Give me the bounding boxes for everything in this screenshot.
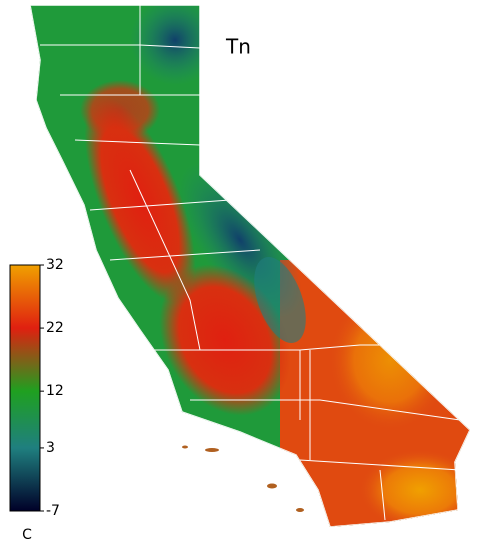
islands — [182, 445, 304, 512]
map-title: Tn — [225, 35, 251, 59]
colorbar: 32 22 12 3 -7 — [9, 257, 64, 519]
colorbar-tick-label: 3 — [46, 440, 55, 456]
colorbar-tick-label: 32 — [46, 257, 64, 273]
colorbar-bar — [9, 264, 41, 512]
colorbar-tick-label: 12 — [46, 383, 64, 399]
colorbar-unit: C — [22, 527, 32, 543]
colorbar-tick-label: 22 — [46, 320, 64, 336]
colorbar-tick-label: -7 — [46, 503, 60, 519]
